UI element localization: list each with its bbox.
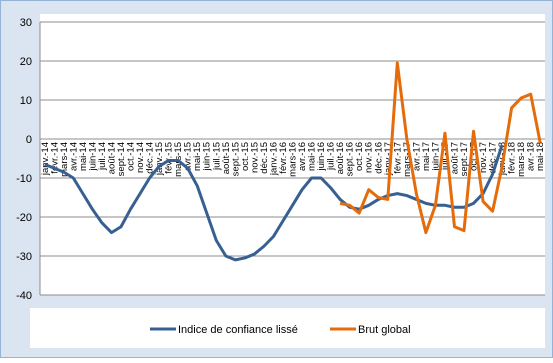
y-tick-label: -30 xyxy=(16,251,32,263)
x-tick-label: nov.-14 xyxy=(135,142,146,173)
x-tick-label: sept.-14 xyxy=(116,142,127,176)
x-tick-label: févr.-14 xyxy=(49,142,60,174)
x-tick-label: avr.-18 xyxy=(526,142,537,171)
x-tick-label: déc.-14 xyxy=(145,142,156,174)
x-tick-label: juin-17 xyxy=(430,142,441,172)
x-tick-label: sept.-16 xyxy=(345,142,356,176)
x-tick-label: juil.-17 xyxy=(440,142,451,171)
x-tick-label: oct.-14 xyxy=(126,142,137,171)
x-tick-label: avr.-14 xyxy=(68,142,79,171)
y-tick-label: -10 xyxy=(16,173,32,185)
x-tick-label: août-14 xyxy=(106,142,117,174)
x-tick-label: août-15 xyxy=(221,142,232,174)
y-tick-label: -20 xyxy=(16,212,32,224)
x-tick-label: mars-14 xyxy=(59,142,70,177)
x-tick-label: déc.-16 xyxy=(373,142,384,174)
x-tick-label: janv.-17 xyxy=(383,142,394,176)
x-tick-label: oct.-15 xyxy=(240,142,251,171)
x-tick-label: mars-18 xyxy=(516,142,527,177)
x-tick-label: juil.-15 xyxy=(211,142,222,171)
x-tick-label: oct.-16 xyxy=(354,142,365,171)
x-tick-label: févr.-17 xyxy=(392,142,403,174)
x-tick-label: sept.-17 xyxy=(459,142,470,176)
x-tick-label: févr.-18 xyxy=(507,142,518,174)
legend-box xyxy=(30,308,545,348)
x-tick-label: janv.-14 xyxy=(40,142,51,176)
x-tick-label: janv.-16 xyxy=(268,142,279,176)
x-tick-label: oct.-17 xyxy=(469,142,480,171)
x-tick-label: juin-15 xyxy=(202,142,213,172)
x-tick-label: juil.-14 xyxy=(97,142,108,171)
x-tick-label: déc.-17 xyxy=(488,142,499,174)
x-tick-label: nov.-17 xyxy=(478,142,489,173)
x-tick-label: sept.-15 xyxy=(230,142,241,176)
x-tick-label: avr.-16 xyxy=(297,142,308,171)
x-tick-label: mai-17 xyxy=(421,142,432,171)
y-tick-label: 20 xyxy=(20,56,32,68)
x-tick-label: juil.-16 xyxy=(326,142,337,171)
x-tick-label: janv.-15 xyxy=(154,142,165,176)
x-tick-label: juin-14 xyxy=(87,142,98,172)
x-tick-label: févr.-16 xyxy=(278,142,289,174)
x-tick-label: nov.-15 xyxy=(249,142,260,173)
x-tick-label: avr.-15 xyxy=(183,142,194,171)
y-tick-label: -40 xyxy=(16,290,32,302)
x-tick-label: avr.-17 xyxy=(411,142,422,171)
x-tick-label: mars-17 xyxy=(402,142,413,177)
y-tick-label: 30 xyxy=(20,17,32,29)
x-tick-label: mai-16 xyxy=(307,142,318,171)
legend-label: Indice de confiance lissé xyxy=(178,324,298,336)
x-tick-label: mai-18 xyxy=(535,142,546,171)
series-line xyxy=(44,144,504,262)
x-tick-label: août-17 xyxy=(449,142,460,174)
x-tick-label: déc.-15 xyxy=(259,142,270,174)
legend-label: Brut global xyxy=(358,324,411,336)
x-tick-label: mai-15 xyxy=(192,142,203,171)
x-tick-label: févr.-15 xyxy=(164,142,175,174)
x-tick-label: nov.-16 xyxy=(364,142,375,173)
x-tick-label: mars-16 xyxy=(288,142,299,177)
y-tick-label: 0 xyxy=(26,134,32,146)
series-line xyxy=(339,61,542,235)
x-tick-label: juin-16 xyxy=(316,142,327,172)
x-tick-label: août-16 xyxy=(335,142,346,174)
x-tick-label: mai-14 xyxy=(78,142,89,171)
y-tick-label: 10 xyxy=(20,95,32,107)
